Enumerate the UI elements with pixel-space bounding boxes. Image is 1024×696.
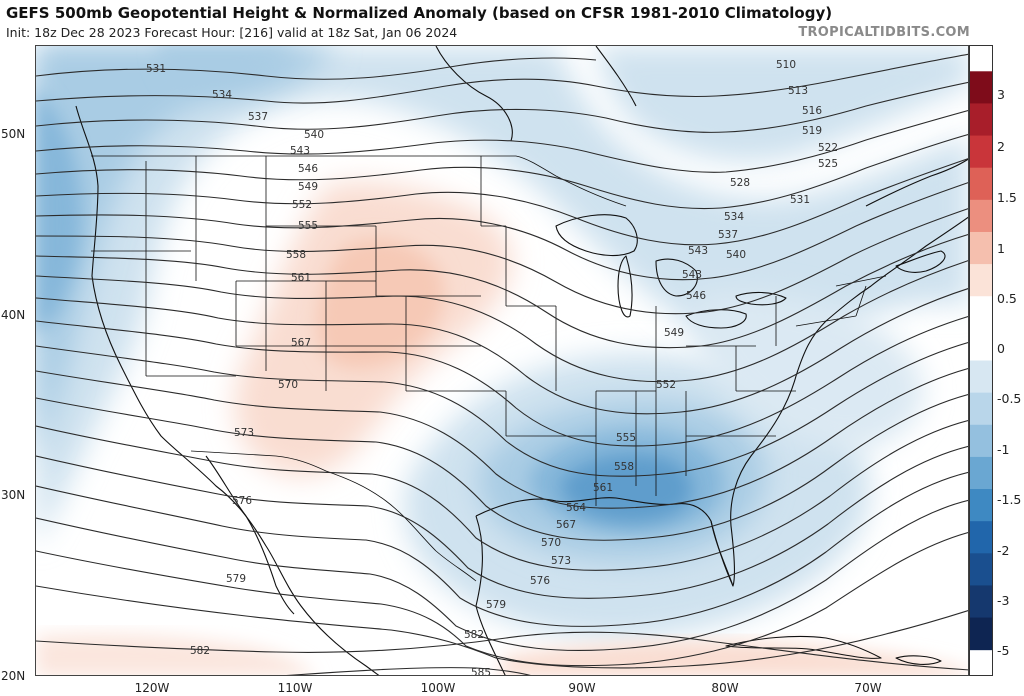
contour-label: 531	[790, 194, 810, 206]
lon-label-120w: 120W	[134, 681, 170, 695]
map-panel: 510 513 516 519 522 525 528 531 534 537 …	[35, 45, 969, 676]
contour-label: 570	[541, 537, 561, 549]
colorbar-swatch	[970, 553, 992, 586]
contour-label: 537	[718, 229, 738, 241]
colorbar-swatch	[970, 328, 992, 361]
lon-label-70w: 70W	[854, 681, 882, 695]
contour-label: 510	[776, 59, 796, 71]
contour-label: 546	[298, 163, 318, 175]
contour-label: 573	[234, 427, 254, 439]
colorbar-swatch	[970, 167, 992, 201]
contour-label: 540	[304, 129, 324, 141]
contour-label: 552	[292, 199, 312, 211]
contour-label: 579	[486, 599, 506, 611]
colorbar-swatch	[970, 489, 992, 522]
contour-label: 549	[664, 327, 684, 339]
site-watermark: TROPICALTIDBITS.COM	[798, 25, 970, 40]
lat-label-20n: 20N	[1, 669, 26, 683]
contour-label: 567	[291, 337, 311, 349]
contour-label: 582	[190, 645, 210, 657]
colorbar-label: -5	[997, 643, 1010, 658]
contour-label: 537	[248, 111, 268, 123]
colorbar-swatch	[970, 585, 992, 619]
colorbar-swatch	[970, 392, 992, 426]
map-canvas: 510 513 516 519 522 525 528 531 534 537 …	[36, 46, 968, 676]
colorbar-label: 0	[997, 341, 1005, 356]
contour-label: 534	[212, 89, 232, 101]
contour-label: 549	[298, 181, 318, 193]
colorbar	[969, 45, 993, 676]
contour-label: 585	[471, 667, 491, 676]
colorbar-swatch	[970, 296, 992, 329]
colorbar-label: 1	[997, 241, 1005, 256]
contour-label: 561	[593, 482, 613, 494]
colorbar-swatch	[970, 264, 992, 297]
contour-label: 513	[788, 85, 808, 97]
contour-label: 531	[146, 63, 166, 75]
chart-title: GEFS 500mb Geopotential Height & Normali…	[6, 4, 833, 22]
contour-label: 543	[682, 269, 702, 281]
height-contours	[36, 53, 968, 675]
colorbar-swatch	[970, 71, 992, 104]
contour-label: 564	[566, 502, 586, 514]
contour-label: 552	[656, 379, 676, 391]
contour-label: 516	[802, 105, 822, 117]
colorbar-swatch	[970, 360, 992, 394]
colorbar-label: 2	[997, 139, 1005, 154]
lon-label-100w: 100W	[420, 681, 456, 695]
colorbar-label: -1.5	[997, 492, 1022, 507]
colorbar-label: -2	[997, 543, 1010, 558]
contour-label: 579	[226, 573, 246, 585]
contour-label: 582	[464, 629, 484, 641]
colorbar-swatch	[970, 424, 992, 458]
contour-label: 561	[291, 272, 311, 284]
lon-label-110w: 110W	[277, 681, 313, 695]
contour-label: 567	[556, 519, 576, 531]
colorbar-swatch	[970, 199, 992, 233]
colorbar-label: 1.5	[997, 190, 1017, 205]
colorbar-swatch	[970, 521, 992, 554]
contour-label: 528	[730, 177, 750, 189]
contour-label: 534	[724, 211, 744, 223]
colorbar-label: 3	[997, 87, 1005, 102]
colorbar-label: -0.5	[997, 391, 1022, 406]
contour-label: 570	[278, 379, 298, 391]
colorbar-swatch	[970, 103, 992, 137]
contour-label: 543	[290, 145, 310, 157]
contour-label: 555	[298, 220, 318, 232]
lat-label-40n: 40N	[1, 308, 26, 322]
colorbar-swatch	[970, 135, 992, 169]
colorbar-label: -3	[997, 593, 1010, 608]
lat-label-50n: 50N	[1, 127, 26, 141]
colorbar-swatch	[970, 456, 992, 490]
contour-label: 558	[614, 461, 634, 473]
lat-label-30n: 30N	[1, 488, 26, 502]
contour-label: 540	[726, 249, 746, 261]
colorbar-swatch	[970, 231, 992, 265]
contour-label: 522	[818, 142, 838, 154]
lon-label-80w: 80W	[711, 681, 739, 695]
colorbar-label: -1	[997, 442, 1010, 457]
contour-label: 519	[802, 125, 822, 137]
contour-label: 555	[616, 432, 636, 444]
contour-label: 543	[688, 245, 708, 257]
lon-label-90w: 90W	[568, 681, 596, 695]
contour-labels: 510 513 516 519 522 525 528 531 534 537 …	[146, 59, 838, 676]
colorbar-label: 0.5	[997, 291, 1017, 306]
contour-label: 573	[551, 555, 571, 567]
contour-label: 576	[530, 575, 550, 587]
colorbar-swatch	[970, 617, 992, 651]
forecast-subtitle: Init: 18z Dec 28 2023 Forecast Hour: [21…	[6, 25, 458, 40]
contour-label: 576	[232, 495, 252, 507]
contour-label: 546	[686, 290, 706, 302]
contour-label: 558	[286, 249, 306, 261]
contour-label: 525	[818, 158, 838, 170]
